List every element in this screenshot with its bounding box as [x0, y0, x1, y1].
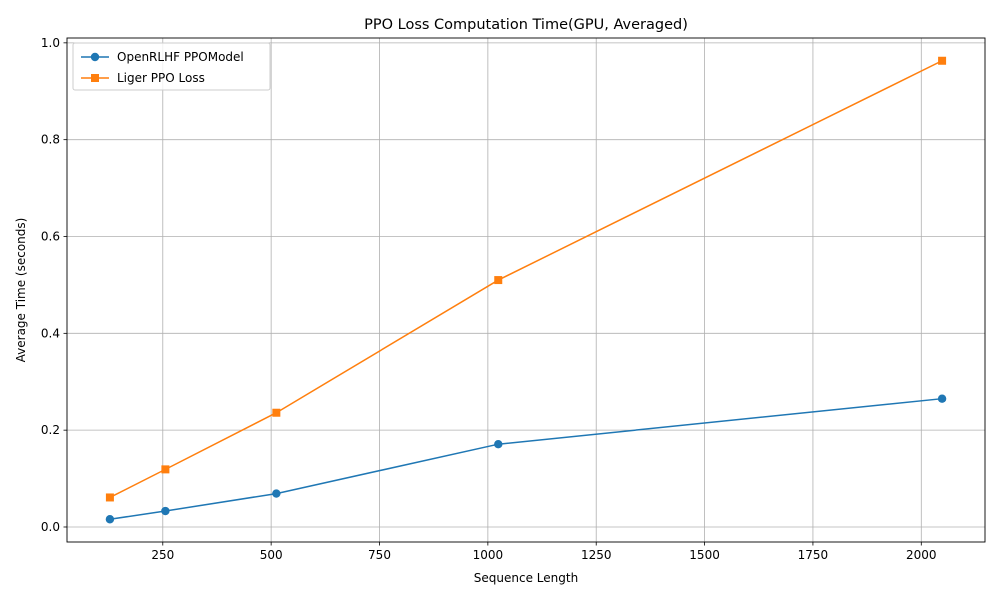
y-tick-label: 0.2 [41, 423, 60, 437]
y-tick-label: 0.4 [41, 326, 60, 340]
x-tick-label: 250 [151, 548, 174, 562]
data-point [161, 465, 170, 474]
x-tick-label: 500 [260, 548, 283, 562]
data-point [272, 408, 281, 417]
legend: OpenRLHF PPOModel Liger PPO Loss [72, 42, 271, 91]
data-point [938, 56, 947, 65]
series-line [109, 60, 943, 499]
legend-marker [91, 74, 99, 82]
data-point [494, 440, 503, 449]
data-point [105, 493, 114, 502]
data-point [937, 394, 947, 403]
x-axis-label: Sequence Length [474, 571, 578, 585]
y-tick-label: 0.0 [41, 520, 60, 534]
ticks: 250 500 750 1000 1250 1500 1750 2000 0.0 0.2 0.4 0.… [41, 36, 937, 562]
plot-area [66, 37, 986, 543]
x-tick-label: 1750 [798, 548, 829, 562]
chart-title: PPO Loss Computation Time(GPU, Averaged) [364, 17, 688, 33]
legend-marker [90, 52, 100, 62]
x-tick-label: 2000 [906, 548, 937, 562]
x-tick-label: 1500 [689, 548, 720, 562]
x-tick-label: 1000 [473, 548, 504, 562]
data-point [161, 506, 170, 516]
x-tick-label: 1250 [581, 548, 612, 562]
y-tick-label: 1.0 [41, 36, 60, 50]
x-tick-label: 750 [368, 548, 391, 562]
y-axis-label: Average Time (seconds) [14, 218, 28, 363]
data-point [272, 489, 281, 498]
grid [67, 38, 985, 542]
legend-label: Liger PPO Loss [117, 71, 205, 85]
legend-box [72, 42, 271, 91]
series-2 [105, 56, 947, 502]
series-line [109, 397, 943, 520]
y-tick-label: 0.6 [41, 230, 60, 244]
y-tick-label: 0.8 [41, 133, 60, 147]
data-point [494, 276, 503, 285]
series [105, 56, 947, 524]
legend-label: OpenRLHF PPOModel [117, 50, 244, 64]
data-point [105, 515, 115, 524]
series-1 [105, 394, 947, 524]
